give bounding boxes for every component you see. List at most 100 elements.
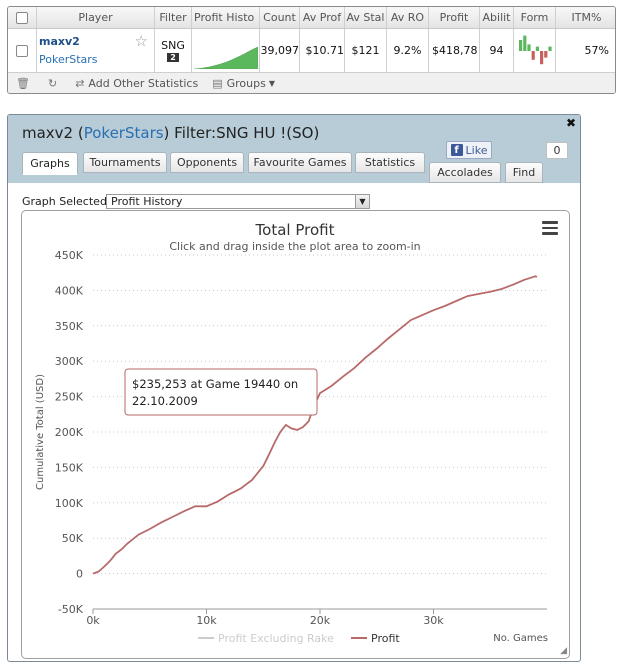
y-tick-label: 250K xyxy=(55,391,84,404)
y-tick-label: 150K xyxy=(55,461,84,474)
groups-icon: ▤ xyxy=(212,77,223,90)
select-all-checkbox[interactable] xyxy=(16,11,28,24)
graph-selected-label: Graph Selected: xyxy=(22,195,111,208)
chart-legend: Profit Excluding Rake Profit xyxy=(198,632,400,645)
groups-dropdown[interactable]: ▤ Groups ▼ xyxy=(212,77,275,90)
header-profit[interactable]: Profit xyxy=(429,7,480,28)
table-row[interactable]: maxv2 PokerStars ☆ SNG 2 39,097 $10.71 $… xyxy=(8,29,615,73)
title-prefix: maxv2 ( xyxy=(22,124,84,142)
y-tick-label: 200K xyxy=(55,426,84,439)
y-tick-label: 0 xyxy=(76,568,83,581)
y-tick-label: 350K xyxy=(55,320,84,333)
tab-graphs[interactable]: Graphs xyxy=(22,152,78,175)
profit-sparkline-cell[interactable] xyxy=(192,29,260,72)
header-av-stake[interactable]: Av Stal xyxy=(345,7,387,28)
form-bar xyxy=(531,50,535,60)
form-bar xyxy=(543,50,547,58)
header-player[interactable]: Player xyxy=(37,7,155,28)
header-count[interactable]: Count xyxy=(260,7,300,28)
filter-cell: SNG 2 xyxy=(155,29,192,72)
tab-find[interactable]: Find xyxy=(505,162,543,183)
profit-value: $418,78 xyxy=(429,29,480,72)
chart-tooltip: $235,253 at Game 19440 on 22.10.2009 xyxy=(124,368,318,416)
legend-label-excl-rake: Profit Excluding Rake xyxy=(218,632,334,645)
y-tick-label: -50K xyxy=(58,603,84,616)
player-cell: maxv2 PokerStars ☆ xyxy=(37,29,155,72)
hamburger-menu-icon[interactable] xyxy=(542,221,558,235)
x-axis-label: No. Games xyxy=(493,633,548,644)
x-tick-label: 20k xyxy=(310,614,331,627)
form-bar xyxy=(535,46,539,51)
y-axis-label: Cumulative Total (USD) xyxy=(35,374,46,490)
player-graph-panel: maxv2 (PokerStars) Filter:SNG HU !(SO) ✖… xyxy=(7,114,581,662)
row-checkbox[interactable] xyxy=(16,44,28,57)
panel-title: maxv2 (PokerStars) Filter:SNG HU !(SO) xyxy=(22,124,319,142)
delete-button[interactable]: 🗑 xyxy=(16,77,34,90)
tab-accolades[interactable]: Accolades xyxy=(429,162,501,183)
header-av-profit[interactable]: Av Prof xyxy=(300,7,345,28)
header-itm[interactable]: ITM% xyxy=(571,11,602,24)
filter-label: SNG xyxy=(161,39,185,52)
panel-header: maxv2 (PokerStars) Filter:SNG HU !(SO) ✖… xyxy=(8,115,580,183)
refresh-button[interactable]: ↻ xyxy=(48,77,61,90)
y-tick-label: 50K xyxy=(62,532,84,545)
player-site-link[interactable]: PokerStars xyxy=(39,53,98,66)
sparkline-area xyxy=(193,46,258,69)
count-value: 39,097 xyxy=(260,29,300,72)
stats-table-header: Player Filter Profit Histo Count Av Prof… xyxy=(8,7,615,29)
facebook-like-button[interactable]: f Like xyxy=(446,141,492,159)
swap-icon: ⇄ xyxy=(75,77,85,90)
chart-title: Total Profit xyxy=(255,221,335,239)
header-av-roi[interactable]: Av RO xyxy=(387,7,429,28)
ability-value: 94 xyxy=(480,29,514,72)
header-ability[interactable]: Abilit xyxy=(480,7,514,28)
tab-statistics[interactable]: Statistics xyxy=(355,152,425,173)
profit-series-line xyxy=(92,275,538,575)
form-cell xyxy=(514,29,556,72)
x-tick-label: 30k xyxy=(423,614,444,627)
header-form[interactable]: Form xyxy=(514,7,556,28)
av-profit-value: $10.71 xyxy=(300,29,345,72)
graph-select[interactable]: Profit History ▼ xyxy=(106,194,370,209)
legend-label-profit: Profit xyxy=(371,632,400,645)
graph-select-value: Profit History xyxy=(111,195,183,208)
form-bar xyxy=(526,43,531,51)
chart-container[interactable]: Total Profit Click and drag inside the pl… xyxy=(21,210,570,659)
tab-favourite-games[interactable]: Favourite Games xyxy=(248,152,352,173)
groups-label: Groups xyxy=(226,77,266,90)
close-icon[interactable]: ✖ xyxy=(565,116,576,130)
profit-sparkline xyxy=(193,46,258,69)
y-tick-label: 400K xyxy=(55,284,84,297)
like-count: 0 xyxy=(546,142,568,159)
add-statistics-button[interactable]: ⇄ Add Other Statistics xyxy=(75,77,198,90)
y-tick-label: 450K xyxy=(55,249,84,262)
header-select-all[interactable] xyxy=(8,7,37,28)
row-select[interactable] xyxy=(8,29,37,72)
player-name-link[interactable]: maxv2 xyxy=(39,35,80,48)
x-tick-label: 0k xyxy=(86,614,100,627)
stats-table: Player Filter Profit Histo Count Av Prof… xyxy=(7,6,616,94)
trash-icon: 🗑 xyxy=(16,77,30,90)
like-label: Like xyxy=(465,143,488,157)
resize-handle-icon[interactable]: ◢ xyxy=(560,646,567,656)
tab-opponents[interactable]: Opponents xyxy=(170,152,244,173)
star-icon[interactable]: ☆ xyxy=(134,32,148,50)
form-bar xyxy=(539,50,543,64)
form-bar xyxy=(518,39,522,51)
form-bar xyxy=(522,35,526,51)
header-profit-history[interactable]: Profit Histo xyxy=(192,7,260,28)
title-suffix: ) Filter:SNG HU !(SO) xyxy=(163,124,320,142)
chevron-down-icon[interactable]: ▼ xyxy=(355,195,369,208)
x-tick-label: 10k xyxy=(196,614,217,627)
tab-tournaments[interactable]: Tournaments xyxy=(83,152,167,173)
av-stake-value: $121 xyxy=(345,29,387,72)
form-bars xyxy=(518,35,552,64)
title-site-link[interactable]: PokerStars xyxy=(83,124,164,142)
stats-footer: 🗑 ↻ ⇄ Add Other Statistics ▤ Groups ▼ xyxy=(8,73,615,93)
tooltip-line1: $235,253 at Game 19440 on xyxy=(132,377,298,391)
tooltip-line2: 22.10.2009 xyxy=(132,394,198,408)
header-filter[interactable]: Filter xyxy=(155,7,192,28)
refresh-icon: ↻ xyxy=(47,77,58,90)
chart-subtitle: Click and drag inside the plot area to z… xyxy=(169,240,420,253)
